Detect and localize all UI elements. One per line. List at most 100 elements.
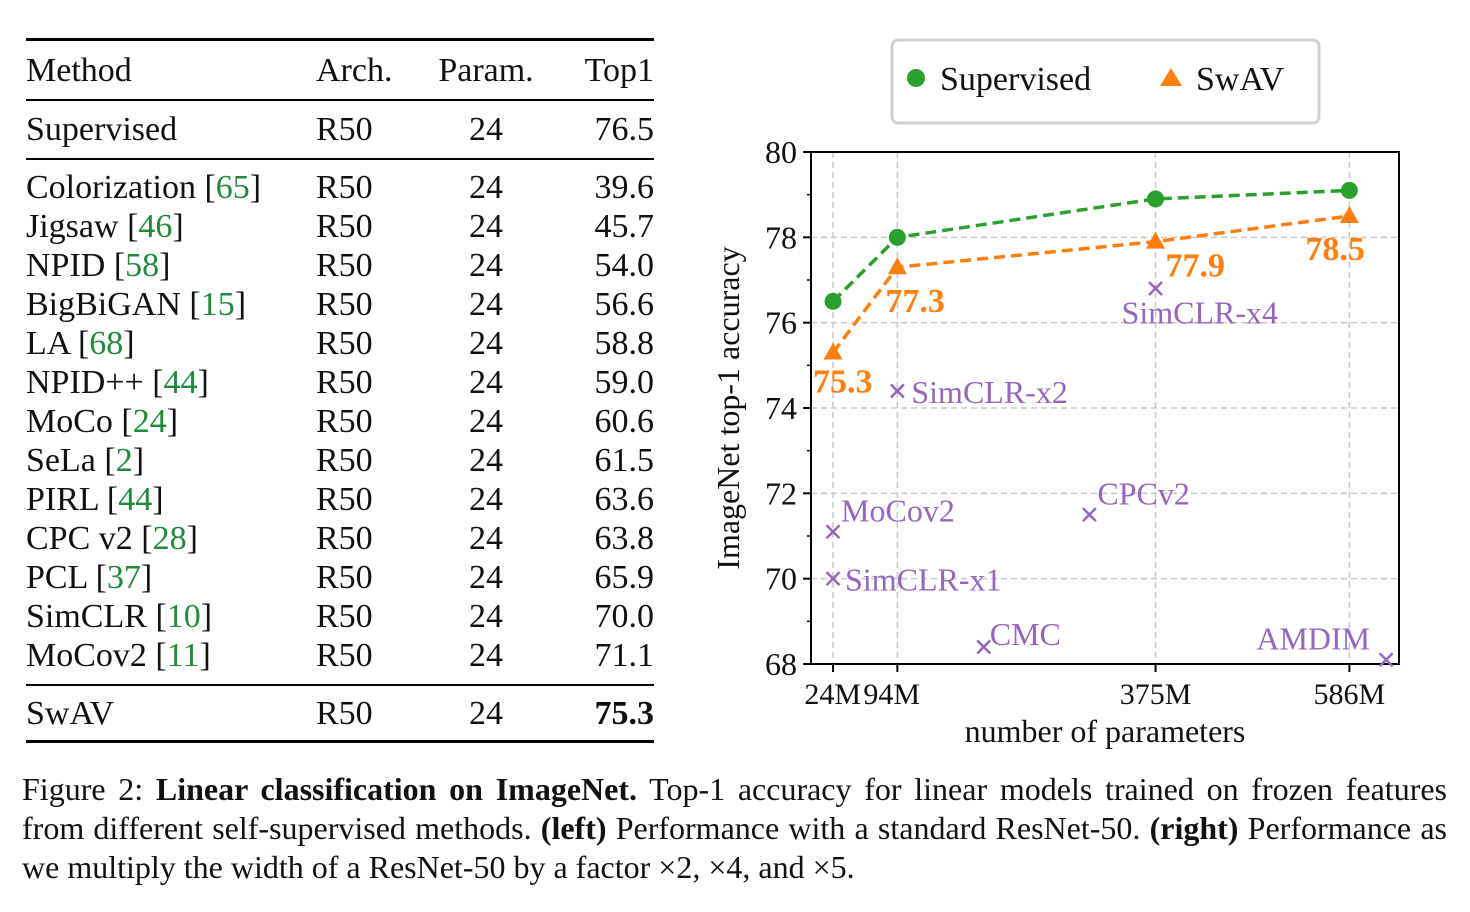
scatter-point: CPCv2: [1081, 476, 1190, 523]
citation-link[interactable]: 44: [118, 481, 153, 518]
citation-link[interactable]: 68: [89, 325, 124, 362]
citation-link[interactable]: 24: [132, 403, 167, 440]
table-row: PCL [37] R50 24 65.9: [26, 558, 654, 597]
point-supervised: [1340, 181, 1358, 199]
arch-cell: R50: [316, 403, 373, 440]
figure-caption: Figure 2: Linear classification on Image…: [22, 770, 1447, 887]
citation-link[interactable]: 15: [200, 286, 235, 323]
series-line-swav: [831, 214, 1350, 354]
data-label: 77.9: [1166, 248, 1226, 285]
citation-link[interactable]: 28: [152, 520, 187, 557]
param-cell: 24: [469, 364, 503, 401]
arch-cell: R50: [316, 111, 373, 148]
arch-cell: R50: [316, 559, 373, 596]
method-name: SeLa: [26, 442, 96, 479]
table-row: SeLa [2] R50 24 61.5: [26, 441, 654, 480]
citation-link[interactable]: 11: [166, 637, 200, 674]
scatter-label: SimCLR-x4: [1122, 295, 1278, 331]
citation-link[interactable]: 46: [138, 208, 173, 245]
caption-text-1: Top-1 accuracy for linear models trained…: [22, 771, 1448, 846]
y-tick-label: 78: [765, 219, 797, 255]
plot-frame: [810, 151, 1400, 665]
citation-link[interactable]: 65: [215, 169, 250, 206]
param-cell: 24: [469, 111, 503, 148]
top1-cell: 58.8: [594, 325, 655, 362]
arch-cell: R50: [316, 442, 373, 479]
header-arch: Arch.: [316, 51, 393, 89]
top1-cell: 45.7: [594, 208, 655, 245]
method-cell: MoCov2 [11]: [26, 637, 211, 674]
table-row: MoCo [24] R50 24 60.6: [26, 402, 654, 441]
point-swav: [887, 257, 907, 275]
param-cell: 24: [469, 637, 503, 674]
data-label: 78.5: [1305, 231, 1365, 268]
y-tick-label: 68: [765, 646, 797, 682]
method-name: BigBiGAN: [26, 286, 181, 323]
method-name: MoCov2: [26, 637, 147, 674]
point-supervised: [1147, 190, 1165, 208]
top1-cell: 63.6: [594, 481, 655, 518]
citation-link[interactable]: 44: [163, 364, 198, 401]
y-axis-label: ImageNet top-1 accuracy: [710, 246, 746, 569]
table-row: Colorization [65] R50 24 39.6: [26, 159, 654, 207]
scatter-point: SimCLR-x2: [889, 374, 1068, 410]
param-cell: 24: [469, 559, 503, 596]
table-row: BigBiGAN [15] R50 24 56.6: [26, 285, 654, 324]
baseline-row: Supervised R50 24 76.5: [26, 100, 654, 159]
param-cell: 24: [469, 694, 503, 732]
caption-text-2: Performance with a standard ResNet-50.: [606, 810, 1150, 846]
y-tick-label: 80: [765, 134, 797, 170]
method-cell: NPID++ [44]: [26, 364, 209, 401]
method-cell: Supervised: [26, 111, 178, 148]
data-label: 75.3: [813, 364, 873, 401]
citation-link[interactable]: 10: [166, 598, 201, 635]
arch-cell: R50: [316, 694, 373, 732]
x-marker: [825, 571, 841, 587]
arch-cell: R50: [316, 637, 373, 674]
scatter-label: CPCv2: [1097, 476, 1189, 512]
legend-swav-marker: [1160, 68, 1182, 86]
results-table: Method Arch. Param. Top1 Supervised R50 …: [26, 38, 654, 743]
citation-link[interactable]: 58: [125, 247, 160, 284]
param-cell: 24: [469, 286, 503, 323]
x-tick-label: 586M: [1314, 678, 1386, 711]
param-cell: 24: [469, 520, 503, 557]
method-cell: MoCo [24]: [26, 403, 179, 440]
method-cell: Jigsaw [46]: [26, 208, 184, 245]
method-cell: BigBiGAN [15]: [26, 286, 247, 323]
top1-cell: 59.0: [594, 364, 655, 401]
scatter-label: SimCLR-x1: [845, 562, 1001, 598]
table-row: MoCov2 [11] R50 24 71.1: [26, 636, 654, 685]
chart-axes: 68 70 72 74 76 78 80 24M 94M 375M 586M number of pa…: [710, 134, 1400, 749]
caption-title: Linear classification on ImageNet.: [155, 771, 637, 807]
method-cell: SwAV: [26, 694, 115, 732]
table-row: CPC v2 [28] R50 24 63.8: [26, 519, 654, 558]
param-cell: 24: [469, 325, 503, 362]
method-cell: PCL [37]: [26, 559, 153, 596]
top1-cell: 63.8: [594, 520, 655, 557]
method-name: Jigsaw: [26, 208, 119, 245]
chart-series: 75.3 77.3 77.9 78.5: [813, 181, 1365, 401]
method-name: MoCo: [26, 403, 113, 440]
citation-link[interactable]: 2: [115, 442, 133, 479]
x-axis-label: number of parameters: [965, 713, 1246, 749]
table-row: NPID [58] R50 24 54.0: [26, 246, 654, 285]
param-cell: 24: [469, 403, 503, 440]
y-tick-label: 70: [765, 561, 797, 597]
method-cell: NPID [58]: [26, 247, 171, 284]
top1-cell: 56.6: [594, 286, 655, 323]
method-cell: LA [68]: [26, 325, 135, 362]
method-name: SimCLR: [26, 598, 147, 635]
accuracy-vs-params-chart: Supervised SwAV 68 70 72 74 76 78 80 24M 94M 375M…: [710, 38, 1400, 749]
citation-link[interactable]: 37: [106, 559, 141, 596]
point-supervised: [888, 228, 906, 246]
legend-supervised-label: Supervised: [940, 61, 1091, 98]
method-cell: SimCLR [10]: [26, 598, 213, 635]
chart-scatter: SimCLR-x4 SimCLR-x2 CPCv2 MoCov2 SimCLR-x1 CM…: [825, 281, 1394, 668]
table-row: LA [68] R50 24 58.8: [26, 324, 654, 363]
legend-supervised-marker: [907, 69, 925, 87]
param-cell: 24: [469, 598, 503, 635]
param-cell: 24: [469, 481, 503, 518]
point-swav: [1339, 206, 1359, 223]
method-cell: SeLa [2]: [26, 442, 145, 479]
